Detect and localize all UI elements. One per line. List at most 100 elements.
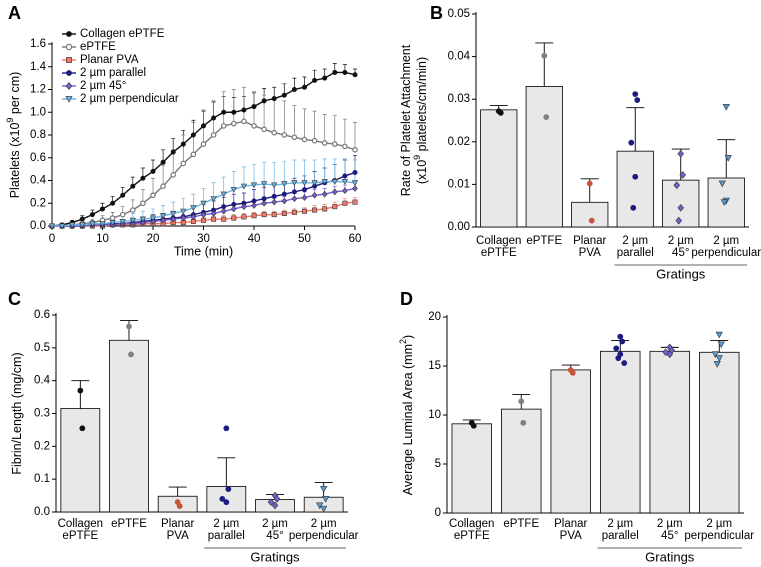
marker (342, 143, 348, 150)
marker (210, 210, 217, 217)
marker (724, 155, 732, 162)
marker (241, 214, 247, 220)
marker (677, 149, 685, 158)
marker (322, 206, 328, 212)
legend-label: 2 µm perpendicular (80, 93, 179, 105)
marker (190, 151, 197, 158)
marker (291, 195, 298, 203)
error-bar (626, 107, 645, 152)
marker (251, 213, 257, 219)
marker (586, 180, 593, 187)
marker (715, 355, 723, 362)
marker (150, 192, 156, 199)
marker (210, 196, 217, 202)
marker (720, 199, 728, 207)
x-tick-label: 2 µm (213, 518, 239, 530)
error-bar (231, 89, 236, 124)
marker (140, 200, 146, 207)
marker (230, 187, 237, 193)
marker (341, 179, 349, 185)
y-tick-label: 1.0 (30, 106, 46, 118)
marker (321, 190, 328, 198)
marker (321, 179, 328, 185)
legend-label: 2 µm 45° (80, 80, 126, 92)
marker (65, 82, 73, 90)
marker (322, 495, 330, 503)
marker (251, 104, 257, 110)
x-axis-title: Time (min) (174, 244, 233, 258)
marker (331, 179, 338, 185)
marker (223, 425, 230, 432)
marker (291, 209, 297, 215)
marker (160, 159, 166, 165)
marker (342, 200, 348, 206)
x-tick-label: ePTFE (111, 518, 147, 530)
marker (675, 216, 683, 225)
y-tick-label: 0.04 (448, 51, 471, 63)
marker (129, 220, 136, 228)
marker (271, 129, 278, 136)
y-tick-label: 0.4 (30, 175, 47, 187)
marker (180, 160, 187, 167)
marker (119, 211, 126, 218)
marker (619, 338, 626, 345)
marker (201, 217, 207, 223)
x-tick-label: Collagen (449, 518, 494, 530)
y-tick-label: 1.4 (30, 61, 47, 73)
marker (497, 109, 504, 116)
marker (352, 199, 358, 205)
error-bar (312, 110, 317, 141)
marker (219, 495, 226, 502)
marker (588, 217, 595, 224)
y-axis-title-part: platelets/cm/min) (415, 57, 429, 155)
marker (109, 220, 116, 226)
y-tick-label: 0.6 (30, 152, 46, 164)
group-label: Gratings (656, 266, 706, 281)
y-tick-label: 0.5 (34, 342, 50, 354)
marker (281, 210, 287, 216)
marker (160, 216, 166, 224)
marker (342, 173, 348, 179)
y-tick-label: 0.0 (30, 220, 46, 232)
marker (332, 204, 338, 210)
marker (520, 419, 527, 426)
marker (180, 141, 186, 147)
marker (267, 498, 275, 506)
x-tick-label: ePTFE (481, 247, 517, 259)
marker (180, 214, 187, 222)
error-bar (272, 161, 277, 186)
marker (89, 212, 95, 218)
y-axis-title-part: Average Luminal Area (mm (401, 344, 415, 495)
marker (311, 191, 318, 199)
x-tick-label: 0 (49, 233, 55, 245)
marker (569, 369, 576, 376)
marker (180, 208, 187, 215)
marker (150, 218, 156, 225)
marker (311, 137, 318, 144)
marker (311, 180, 318, 187)
marker (470, 422, 477, 429)
error-bar (217, 457, 236, 487)
marker (281, 181, 288, 188)
bar (501, 408, 542, 514)
marker (632, 173, 639, 180)
x-tick-label: perpendicular (289, 530, 359, 542)
x-tick-label: Planar (573, 235, 606, 247)
y-axis-title-part: Rate of Platelet Attachment (399, 44, 413, 196)
x-tick-label: 2 µm (607, 518, 633, 530)
marker (129, 217, 136, 224)
legend-label: Collagen ePTFE (80, 28, 165, 40)
marker (715, 331, 723, 339)
y-tick-label: 0.02 (448, 136, 470, 148)
x-tick-label: Collagen (58, 518, 103, 530)
y-axis-title: Fibrin/Length (mg/cm) (10, 352, 24, 474)
marker (352, 185, 358, 192)
marker (176, 503, 183, 509)
y-tick-label: 0.1 (34, 473, 50, 485)
y-tick-label: 0.00 (448, 221, 470, 233)
error-bar (231, 171, 236, 190)
group-label: Gratings (645, 549, 695, 564)
y-axis-title-part: 2 (398, 339, 408, 344)
y-tick-label: 15 (428, 360, 441, 372)
marker (140, 175, 146, 181)
